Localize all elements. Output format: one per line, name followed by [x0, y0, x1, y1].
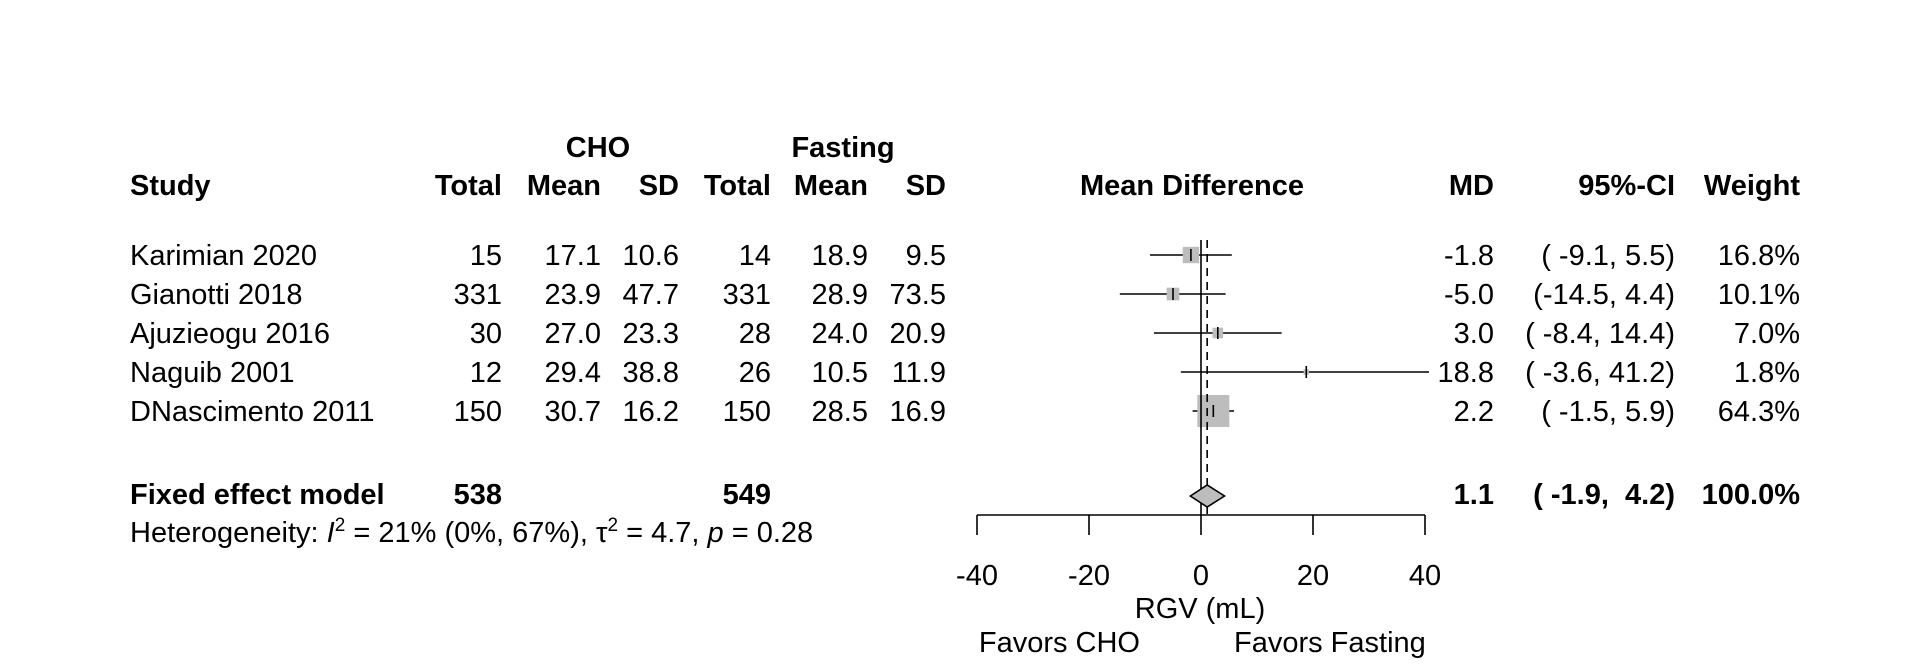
fasting-total: 14: [739, 240, 771, 272]
cho-total: 150: [454, 396, 502, 428]
header-total-fasting: Total: [704, 170, 771, 202]
fasting-sd: 73.5: [890, 279, 946, 311]
fasting-total: 26: [739, 357, 771, 389]
study-rows: Karimian 2020 15 17.1 10.6 14 18.9 9.5 -1.8 ( -9…: [130, 240, 1800, 428]
fasting-total: 331: [723, 279, 771, 311]
header-sd-cho: SD: [639, 170, 679, 202]
md-value: 2.2: [1454, 396, 1494, 428]
pooled-total-cho: 538: [454, 479, 502, 511]
cho-sd: 16.2: [623, 396, 679, 428]
x-tick-label: 0: [1193, 560, 1209, 592]
header-md: MD: [1449, 170, 1494, 202]
header-total-cho: Total: [435, 170, 502, 202]
x-tick-label: -20: [1068, 560, 1110, 592]
pooled-diamond: [1190, 485, 1224, 507]
header-study: Study: [130, 170, 211, 202]
fasting-sd: 11.9: [892, 357, 946, 389]
table-row: Karimian 2020 15 17.1 10.6 14 18.9 9.5 -1.8 ( -9…: [130, 240, 1800, 272]
cho-mean: 23.9: [545, 279, 601, 311]
pooled-label: Fixed effect model: [130, 479, 385, 511]
header-group-cho: CHO: [566, 132, 630, 164]
header-group-fasting: Fasting: [791, 132, 894, 164]
favors-left-label: Favors CHO: [979, 627, 1140, 659]
study-name: Naguib 2001: [130, 357, 294, 389]
weight-value: 16.8%: [1718, 240, 1800, 272]
fasting-sd: 9.5: [906, 240, 946, 272]
cho-mean: 17.1: [545, 240, 601, 272]
study-name: Karimian 2020: [130, 240, 317, 272]
fasting-mean: 18.9: [812, 240, 868, 272]
cho-mean: 27.0: [545, 318, 601, 350]
plot-area: -40 -20 0 20 40: [956, 240, 1441, 592]
header-mean-fasting: Mean: [794, 170, 868, 202]
study-name: Ajuzieogu 2016: [130, 318, 330, 350]
x-tick-label: -40: [956, 560, 998, 592]
fasting-total: 150: [723, 396, 771, 428]
md-value: 3.0: [1454, 318, 1494, 350]
study-name: Gianotti 2018: [130, 279, 303, 311]
fasting-mean: 24.0: [812, 318, 868, 350]
pooled-weight: 100.0%: [1702, 479, 1801, 511]
pooled-total-fasting: 549: [723, 479, 771, 511]
table-row: DNascimento 2011 150 30.7 16.2 150 28.5 16.9 2.…: [130, 396, 1800, 428]
cho-total: 30: [470, 318, 502, 350]
md-value: 18.8: [1438, 357, 1494, 389]
header-sd-fasting: SD: [906, 170, 946, 202]
weight-value: 1.8%: [1734, 357, 1800, 389]
table-row: Ajuzieogu 2016 30 27.0 23.3 28 24.0 20.9 3.0 ( -…: [130, 318, 1800, 350]
ci-value: (-14.5, 4.4): [1533, 279, 1675, 311]
cho-sd: 47.7: [623, 279, 679, 311]
cho-mean: 29.4: [545, 357, 601, 389]
cho-mean: 30.7: [545, 396, 601, 428]
heterogeneity-text: Heterogeneity: I2 = 21% (0%, 67%), τ2 = …: [130, 515, 813, 549]
weight-value: 7.0%: [1734, 318, 1800, 350]
weight-value: 64.3%: [1718, 396, 1800, 428]
fasting-mean: 28.5: [812, 396, 868, 428]
ci-value: ( -8.4, 14.4): [1525, 318, 1675, 350]
fasting-mean: 10.5: [812, 357, 868, 389]
fasting-total: 28: [739, 318, 771, 350]
fasting-mean: 28.9: [812, 279, 868, 311]
pooled-md: 1.1: [1454, 479, 1494, 511]
x-tick-label: 40: [1409, 560, 1441, 592]
ci-value: ( -3.6, 41.2): [1525, 357, 1675, 389]
fasting-sd: 20.9: [890, 318, 946, 350]
md-value: -1.8: [1444, 240, 1494, 272]
weight-value: 10.1%: [1718, 279, 1800, 311]
x-axis-label: RGV (mL): [1135, 593, 1266, 625]
ci-value: ( -9.1, 5.5): [1541, 240, 1675, 272]
header-plot: Mean Difference: [1080, 170, 1304, 202]
pooled-ci: ( -1.9, 4.2): [1533, 479, 1675, 511]
x-tick-label: 20: [1297, 560, 1329, 592]
favors-right-label: Favors Fasting: [1234, 627, 1426, 659]
cho-sd: 23.3: [623, 318, 679, 350]
ci-value: ( -1.5, 5.9): [1541, 396, 1675, 428]
header-ci: 95%-CI: [1578, 170, 1675, 202]
header-weight: Weight: [1704, 170, 1800, 202]
cho-sd: 10.6: [623, 240, 679, 272]
cho-sd: 38.8: [623, 357, 679, 389]
cho-total: 331: [454, 279, 502, 311]
cho-total: 15: [470, 240, 502, 272]
table-row: Naguib 2001 12 29.4 38.8 26 10.5 11.9 18.8 ( -3.…: [130, 357, 1800, 389]
header-mean-cho: Mean: [527, 170, 601, 202]
table-row: Gianotti 2018 331 23.9 47.7 331 28.9 73.5 -5.0 (…: [130, 279, 1800, 311]
md-value: -5.0: [1444, 279, 1494, 311]
study-name: DNascimento 2011: [130, 396, 374, 428]
cho-total: 12: [470, 357, 502, 389]
fasting-sd: 16.9: [890, 396, 946, 428]
